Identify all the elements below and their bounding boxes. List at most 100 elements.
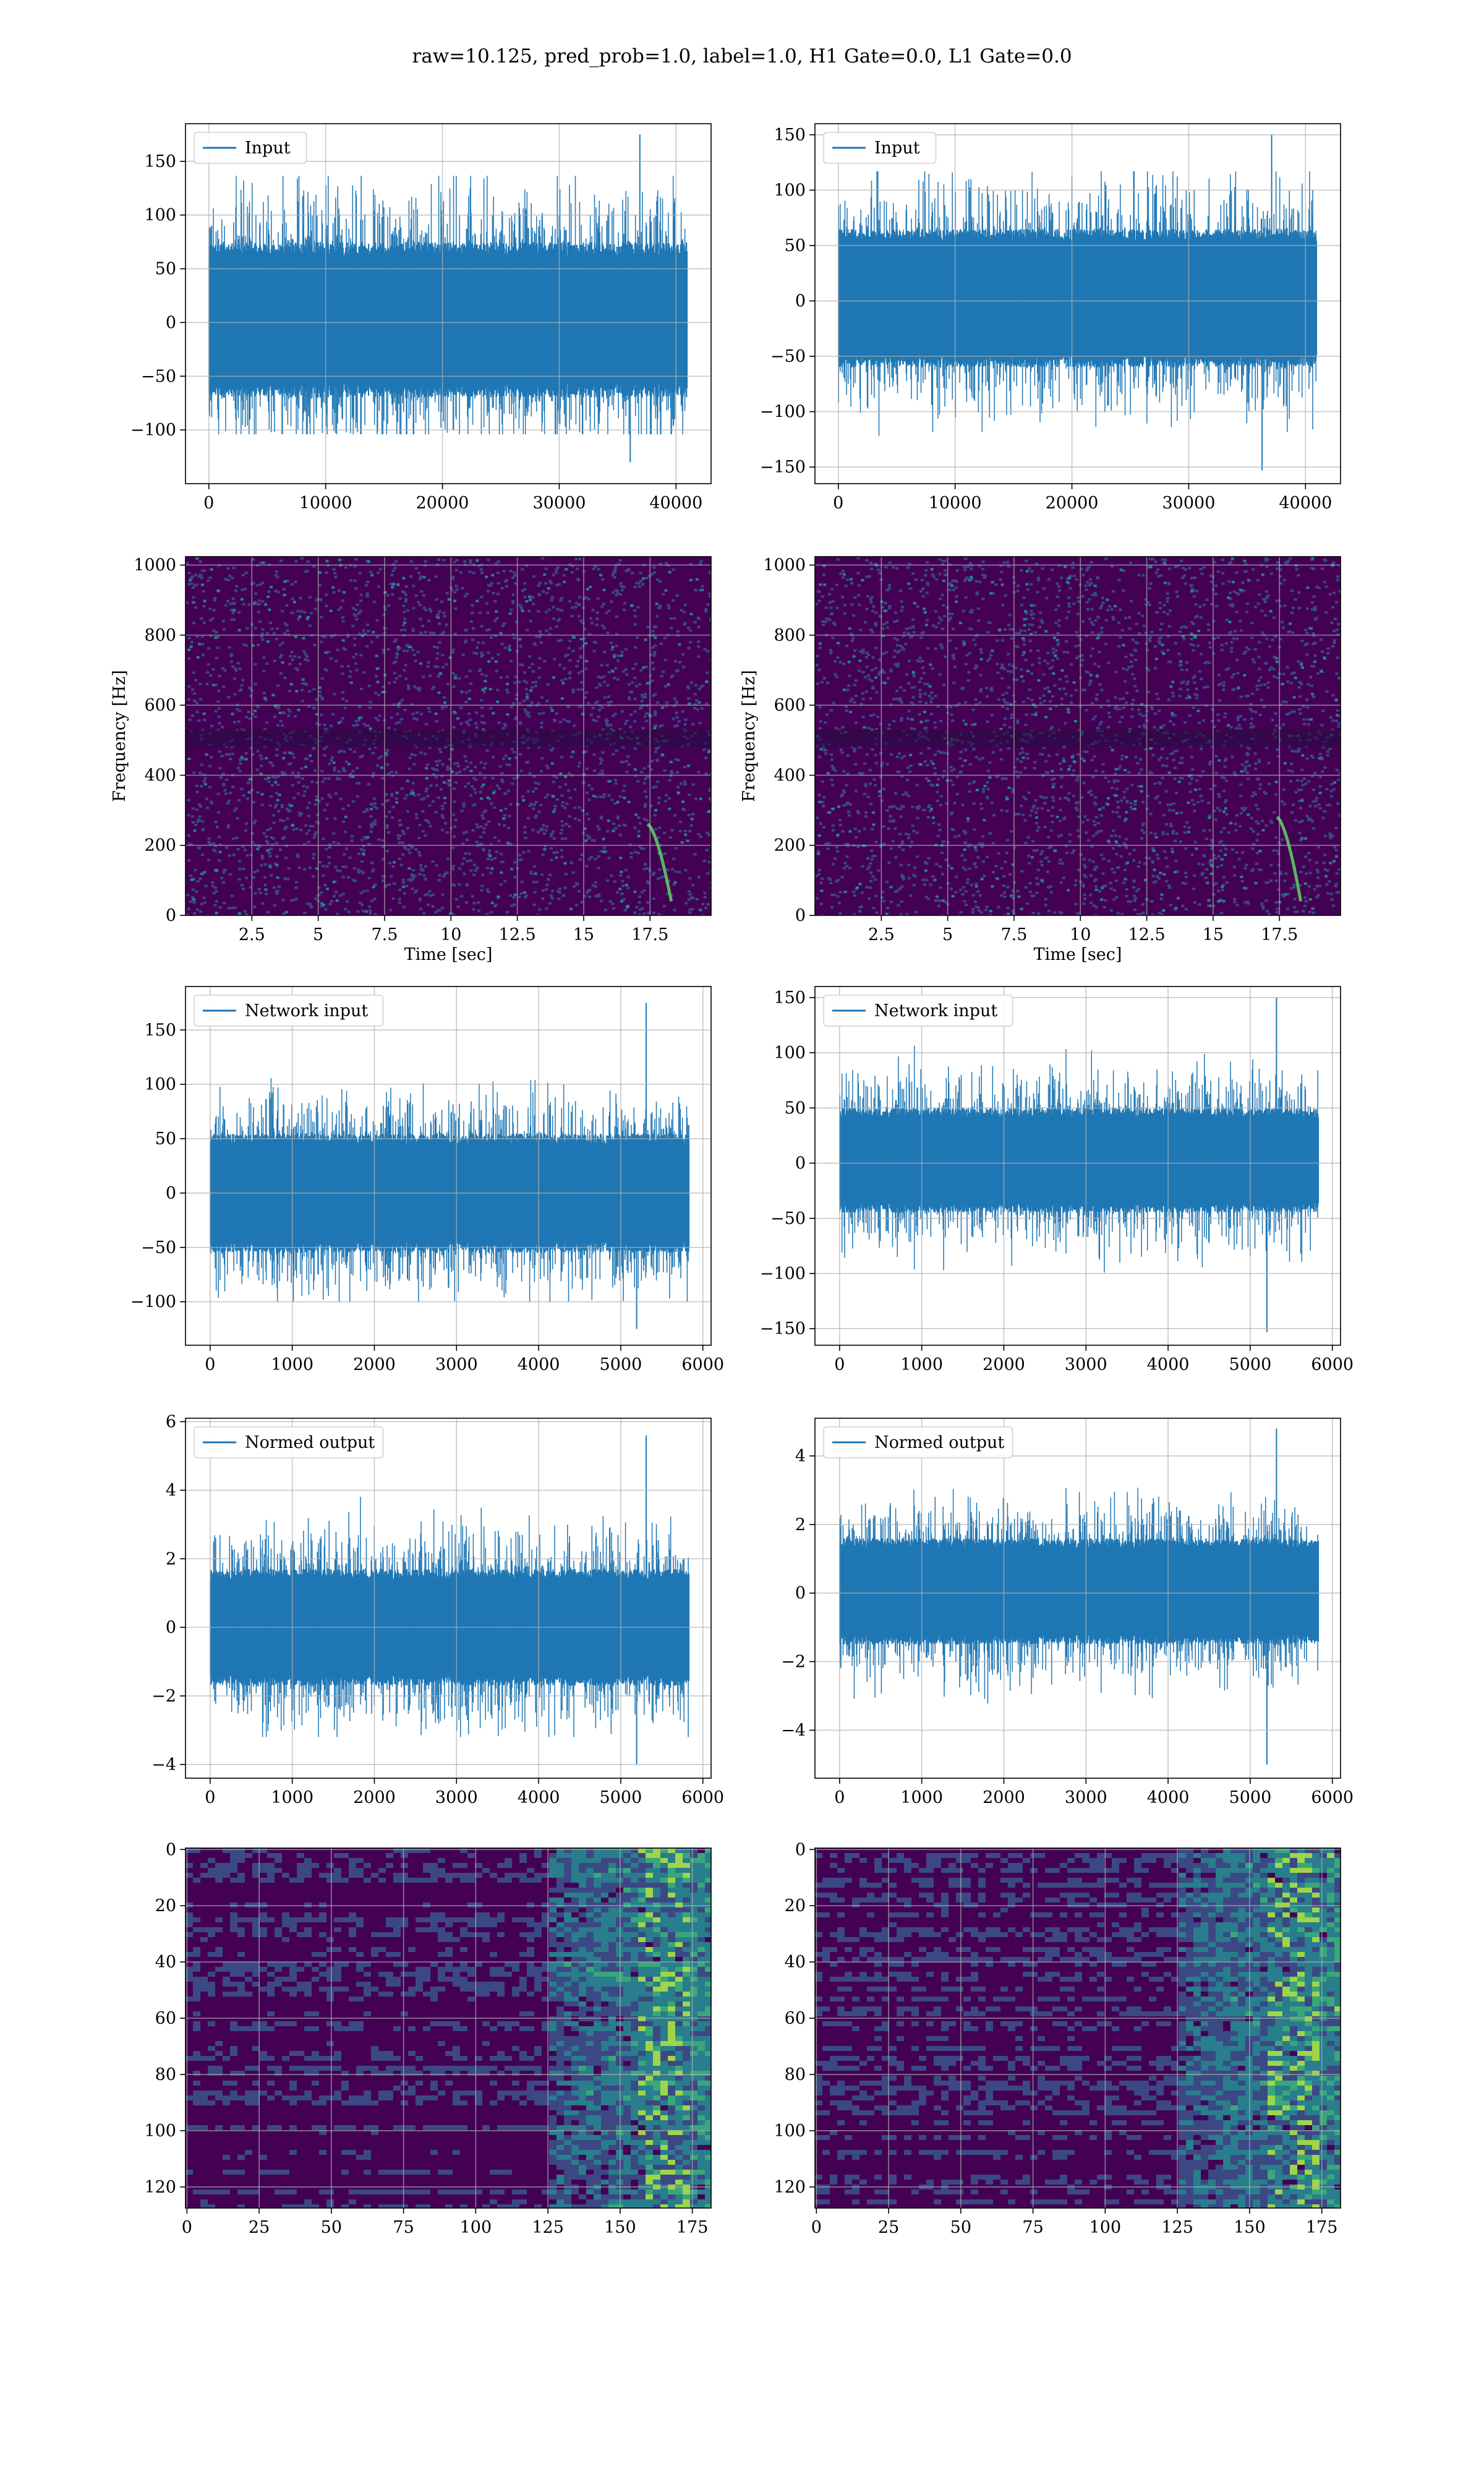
panel-spec-l: 2.5 5 7.5 10 12.5 15 17.5 0 200 400 600 800 1000 Time… — [740, 556, 1341, 964]
heatmap-level-2 — [1179, 1848, 1341, 2208]
x-tick-label: 6000 — [681, 1355, 724, 1374]
y-tick-label: 400 — [144, 766, 176, 785]
y-tick-label: 80 — [155, 2065, 176, 2084]
y-tick-label: 100 — [774, 181, 806, 200]
y-tick-label: −2 — [781, 1653, 806, 1672]
x-tick-label: 17.5 — [631, 925, 668, 944]
heatmap-band — [186, 729, 711, 748]
series-band — [208, 242, 688, 398]
x-tick-label: 6000 — [1311, 1788, 1354, 1807]
y-tick-label: 0 — [166, 1840, 176, 1859]
x-tick-label: 1000 — [900, 1355, 943, 1374]
y-tick-label: 50 — [785, 1098, 806, 1118]
y-tick-label: 40 — [785, 1953, 806, 1972]
y-tick-label: 120 — [774, 2178, 806, 2197]
plot-area — [815, 1418, 1341, 1778]
legend: Normed output — [823, 1426, 1013, 1458]
x-tick-label: 3000 — [435, 1355, 478, 1374]
y-tick-label: 50 — [785, 236, 806, 255]
x-tick-label: 5000 — [600, 1355, 642, 1374]
x-tick-label: 5 — [313, 925, 323, 944]
x-tick-label: 20000 — [416, 494, 469, 513]
panels: 0 10000 20000 30000 40000−100−50050100150Inp… — [110, 123, 1354, 2237]
axes-frame — [814, 1418, 1341, 1779]
x-tick-label: 4000 — [1147, 1355, 1190, 1374]
y-tick-label: 2 — [166, 1549, 176, 1569]
x-tick-label: 3000 — [1065, 1788, 1107, 1807]
axes-frame — [814, 1847, 1341, 2209]
x-tick-label: 2000 — [353, 1355, 396, 1374]
panel-net-h: 0 1000 2000 3000 4000 5000 6000 −100 −50 0 50 100 15… — [130, 986, 724, 1374]
legend-label: Normed output — [245, 1433, 375, 1452]
x-tick-label: 50 — [950, 2218, 971, 2237]
x-tick-label: 2000 — [353, 1788, 396, 1807]
y-tick-label: 6 — [166, 1413, 176, 1432]
x-tick-label: 3000 — [435, 1788, 478, 1807]
x-tick-label: 40000 — [649, 494, 702, 513]
figure-title: raw=10.125, pred_prob=1.0, label=1.0, H1… — [412, 45, 1072, 67]
x-tick-label: 0 — [203, 494, 214, 513]
x-tick-label: 0 — [834, 1788, 845, 1807]
heatmap-noise — [186, 557, 711, 915]
heatmap-band — [815, 729, 1341, 748]
y-tick-label: −100 — [130, 1293, 176, 1312]
y-tick-label: 0 — [166, 906, 176, 925]
y-tick-label: 50 — [155, 260, 176, 279]
plot-area — [186, 1848, 711, 2208]
y-tick-label: 1000 — [763, 556, 806, 575]
legend-label: Network input — [874, 1001, 997, 1021]
x-tick-label: 75 — [393, 2218, 414, 2237]
x-tick-label: 0 — [834, 1355, 845, 1374]
legend-box — [823, 995, 1013, 1027]
x-tick-label: 0 — [205, 1788, 215, 1807]
y-tick-label: 100 — [774, 2121, 806, 2141]
y-tick-label: 100 — [144, 2121, 176, 2141]
heatmap-level-3 — [564, 1848, 711, 2208]
y-tick-label: 800 — [774, 626, 806, 645]
heatmap-level-1 — [815, 1848, 1341, 2208]
x-tick-label: 3000 — [1065, 1355, 1107, 1374]
axes-frame — [185, 986, 712, 1346]
y-tick-label: 150 — [774, 126, 806, 145]
y-tick-label: 0 — [795, 1584, 806, 1603]
x-axis-label: Time [sec] — [404, 945, 493, 964]
x-tick-label: 10000 — [299, 494, 352, 513]
x-tick-label: 1000 — [900, 1788, 943, 1807]
y-tick-label: −100 — [760, 403, 806, 422]
panel-spec-h: 2.5 5 7.5 10 12.5 15 17.5 0 200 400 600 800 1000 Time… — [110, 556, 712, 964]
heatmap-level-1 — [186, 1848, 711, 2208]
plot-area — [815, 557, 1341, 915]
heatmap-level-4 — [1268, 1853, 1341, 2208]
x-tick-label: 6000 — [681, 1788, 724, 1807]
x-tick-label: 100 — [460, 2218, 492, 2237]
axes-frame — [185, 556, 712, 916]
legend-box — [194, 995, 384, 1027]
legend-label: Input — [245, 139, 291, 158]
y-tick-label: 60 — [155, 2009, 176, 2028]
legend: Input — [823, 132, 937, 164]
y-tick-label: 150 — [774, 988, 806, 1008]
y-tick-label: 20 — [785, 1896, 806, 1915]
x-tick-label: 7.5 — [1000, 925, 1027, 944]
plot-area — [186, 557, 711, 915]
x-tick-label: 25 — [249, 2218, 270, 2237]
x-tick-label: 20000 — [1046, 494, 1099, 513]
y-tick-label: 800 — [144, 626, 176, 645]
axes-frame — [185, 1418, 712, 1779]
x-tick-label: 2000 — [983, 1788, 1025, 1807]
y-tick-label: 40 — [155, 1953, 176, 1972]
x-tick-label: 2.5 — [239, 925, 265, 944]
y-tick-label: 20 — [155, 1896, 176, 1915]
y-tick-label: 0 — [795, 1154, 806, 1173]
panel-net-l: 0 1000 2000 3000 4000 5000 6000 −150 −100 −50 0 50 1… — [760, 986, 1354, 1374]
plot-area — [815, 124, 1341, 484]
legend-label: Normed output — [874, 1433, 1004, 1452]
y-tick-label: 200 — [144, 836, 176, 855]
y-tick-label: 4 — [795, 1447, 806, 1466]
y-axis-label: Frequency [Hz] — [740, 670, 759, 802]
x-tick-label: 50 — [321, 2218, 342, 2237]
y-tick-label: 600 — [144, 696, 176, 715]
x-tick-label: 30000 — [1162, 494, 1215, 513]
legend: Network input — [194, 995, 384, 1027]
